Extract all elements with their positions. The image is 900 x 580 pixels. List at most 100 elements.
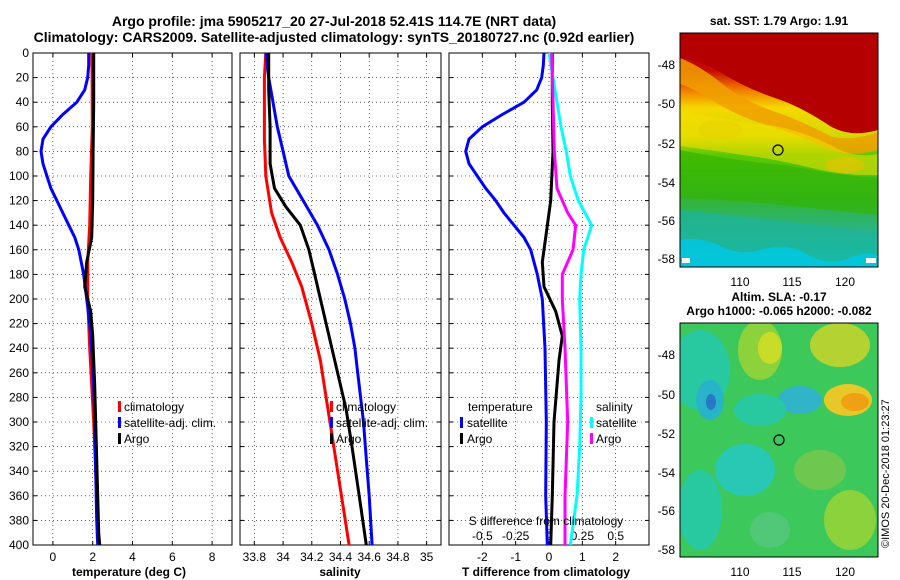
legend-swatch-argo (118, 433, 121, 444)
y-tick-label: 220 (9, 317, 29, 331)
sla-lat-label: -50 (658, 388, 676, 402)
sla-lat-label: -52 (658, 427, 676, 441)
y-tick-label: 240 (9, 341, 29, 355)
s-tick-label: 0.25 (571, 529, 595, 543)
sst-lat-label: -52 (658, 137, 676, 151)
legend-swatch-argo (330, 433, 333, 444)
sst-lon-label: 115 (782, 275, 801, 289)
sla-lat-label: -58 (658, 543, 676, 557)
x-tick-label: 2 (612, 550, 619, 564)
temperature-xlabel: temperature (deg C) (72, 565, 186, 579)
x-tick-label: 0 (50, 550, 57, 564)
x-tick-label: 35 (420, 550, 434, 564)
series-line-climatology (262, 52, 351, 546)
x-tick-label: 1 (579, 550, 586, 564)
legend-swatch-satellite (118, 417, 121, 428)
legend-label-argo: Argo (124, 432, 150, 446)
sla-map-title-line2: Argo h1000: -0.065 h2000: -0.082 (686, 304, 872, 318)
sla-lat-ticks: -48 -50 -52 -54 -56 -58 (658, 348, 676, 557)
y-tick-label: 0 (22, 46, 29, 60)
difference-legend: temperature salinity satellite Argo sate… (460, 400, 637, 446)
s-tick-label: 0.5 (607, 529, 624, 543)
sla-lon-label: 110 (730, 565, 749, 579)
sst-lat-ticks: -48 -50 -52 -54 -56 -58 (658, 58, 676, 266)
legend-swatch-t-satellite (460, 417, 463, 428)
legend-swatch-s-argo (590, 433, 593, 444)
x-tick-label: 0 (546, 550, 553, 564)
salinity-panel: 33.8 34 34.2 34.4 34.6 34.8 35 (239, 52, 442, 564)
x-tick-label: 34.4 (329, 550, 353, 564)
sst-map-frame (679, 32, 879, 268)
legend-header-salinity: salinity (596, 400, 633, 414)
sla-lat-label: -48 (658, 348, 676, 362)
x-tick-label: 34 (276, 550, 290, 564)
y-tick-label: 80 (16, 144, 30, 158)
y-tick-label: 340 (9, 464, 29, 478)
x-tick-label: -2 (477, 550, 488, 564)
legend-label-argo: Argo (336, 432, 362, 446)
salinity-legend: climatology satellite-adj. clim. Argo (330, 400, 428, 446)
y-tick-label: 380 (9, 513, 29, 527)
legend-swatch-t-argo (460, 433, 463, 444)
y-tick-label: 160 (9, 243, 29, 257)
x-tick-label: 34.6 (358, 550, 382, 564)
sla-lat-label: -56 (658, 504, 676, 518)
series-line-s-satellite (547, 52, 594, 546)
temperature-panel: 0204060801001201401601802002202402602803… (9, 46, 233, 564)
x-tick-label: 34.8 (386, 550, 410, 564)
y-tick-label: 20 (16, 71, 30, 85)
sla-lon-label: 120 (835, 565, 855, 579)
y-tick-label: 320 (9, 440, 29, 454)
legend-label-s-argo: Argo (596, 432, 622, 446)
legend-swatch-climatology (118, 401, 121, 412)
series-line-argo (83, 53, 102, 546)
y-tick-label: 300 (9, 415, 29, 429)
sst-lat-label: -54 (658, 176, 676, 190)
sst-float-marker (772, 144, 784, 156)
sla-map-title-line1: Altim. SLA: -0.17 (731, 290, 827, 304)
y-tick-label: 360 (9, 489, 29, 503)
sst-lon-label: 120 (835, 275, 855, 289)
legend-label-climatology: climatology (124, 400, 184, 414)
sst-lat-label: -50 (658, 97, 676, 111)
y-tick-label: 260 (9, 366, 29, 380)
legend-label-satellite: satellite-adj. clim. (336, 416, 428, 430)
y-tick-label: 60 (16, 120, 30, 134)
x-tick-label: 34.2 (300, 550, 324, 564)
legend-header-temperature: temperature (468, 400, 533, 414)
y-tick-label: 100 (9, 169, 29, 183)
sla-float-marker (773, 434, 785, 446)
legend-swatch-climatology (330, 401, 333, 412)
x-tick-label: 6 (169, 550, 176, 564)
plot-frame (239, 52, 442, 546)
difference-xlabel: T difference from climatology (462, 565, 630, 579)
x-tick-label: -1 (510, 550, 521, 564)
sla-lat-label: -54 (658, 466, 676, 480)
sst-lon-label: 110 (730, 275, 749, 289)
sst-map-image (680, 33, 878, 267)
legend-swatch-s-satellite (590, 417, 593, 428)
legend-label-t-argo: Argo (467, 432, 493, 446)
sst-lat-label: -58 (658, 252, 676, 266)
s-tick-label: 0 (546, 529, 553, 543)
y-tick-label: 400 (9, 538, 29, 552)
x-tick-label: 2 (89, 550, 96, 564)
sst-lon-ticks: 110 115 120 (730, 275, 855, 289)
s-tick-label: -0.5 (472, 529, 493, 543)
sla-map-image (680, 323, 878, 557)
series-line-satellite-adj-clim (264, 52, 374, 546)
y-tick-label: 200 (9, 292, 29, 306)
plot-frame (32, 52, 233, 546)
salinity-xlabel: salinity (319, 565, 361, 579)
series-line-t-satellite (464, 52, 549, 546)
sst-map-title: sat. SST: 1.79 Argo: 1.91 (710, 14, 849, 28)
y-tick-label: 280 (9, 390, 29, 404)
sst-lat-label: -48 (658, 58, 676, 72)
legend-label-climatology: climatology (336, 400, 396, 414)
legend-label-t-satellite: satellite (467, 416, 508, 430)
sla-lon-ticks: 110 115 120 (730, 565, 855, 579)
sla-lon-label: 115 (782, 565, 801, 579)
legend-swatch-satellite (330, 417, 333, 428)
x-tick-label: 8 (209, 550, 216, 564)
